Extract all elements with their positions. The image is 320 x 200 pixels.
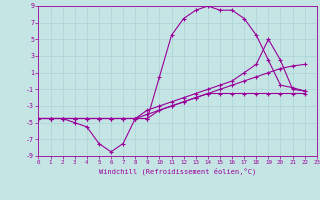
X-axis label: Windchill (Refroidissement éolien,°C): Windchill (Refroidissement éolien,°C) — [99, 168, 256, 175]
